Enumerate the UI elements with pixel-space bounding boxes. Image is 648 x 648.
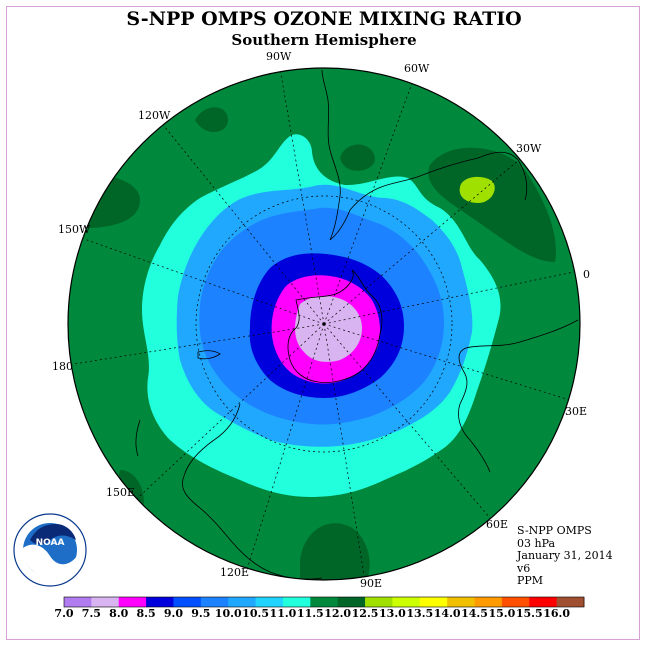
coast-australia	[182, 403, 323, 580]
colorbar-tick-label: 11.0	[269, 607, 297, 620]
patch-dark-atlantic	[428, 147, 556, 262]
lon-label-0: 0	[583, 268, 590, 281]
colorbar-tick-label: 14.5	[461, 607, 488, 620]
colorbar-tick-label: 13.5	[406, 607, 434, 620]
lon-label-90e: 90E	[360, 577, 383, 590]
lon-label-30e: 30E	[565, 405, 588, 418]
colorbar-labels: 7.0 7.5 8.0 8.5 9.0 9.5 10.0 10.5 11.0 11.5 12.0 12…	[0, 607, 648, 621]
lon-label-150e: 150E	[106, 486, 136, 499]
latitude-circle	[195, 195, 453, 453]
colorbar-tick-label: 8.5	[136, 607, 156, 620]
colorbar-tick-label: 13.0	[379, 607, 406, 620]
noaa-logo: NOAA	[13, 513, 87, 587]
svg-text:NOAA: NOAA	[36, 538, 65, 548]
map-title: S-NPP OMPS OZONE MIXING RATIO	[126, 8, 522, 30]
colorbar-tick-label: 15.0	[488, 607, 516, 620]
info-units: PPM	[517, 574, 544, 588]
lon-label-120e: 120E	[220, 566, 250, 579]
colorbar-tick-label: 9.0	[163, 607, 184, 620]
colorbar-tick-label: 9.5	[191, 607, 211, 620]
meridian-60e	[323, 323, 493, 522]
colorbar-tick-label: 11.5	[296, 607, 324, 620]
meridian-90w	[279, 69, 325, 325]
patch-maximum	[459, 176, 495, 203]
patch-dark-indian	[300, 523, 370, 580]
info-version: v6	[517, 561, 531, 575]
info-date: January 31, 2014	[517, 549, 613, 563]
lon-label-180: 180	[52, 360, 73, 373]
patch-dark-southamerica	[340, 144, 376, 171]
coast-africa	[458, 319, 579, 473]
colorbar-tick-label: 14.0	[433, 607, 461, 620]
lon-label-150w: 150W	[58, 223, 91, 236]
colorbar-tick-label: 10.5	[242, 607, 269, 620]
colorbar-tick-label: 7.5	[81, 607, 101, 620]
colorbar-tick-label: 15.5	[515, 607, 543, 620]
colorbar-tick-label: 16.0	[543, 607, 571, 620]
coast-south-america	[321, 69, 528, 241]
colorbar-tick-label: 7.0	[54, 607, 74, 620]
lon-label-90w: 90W	[266, 50, 292, 63]
figure-frame	[6, 6, 640, 640]
map-subtitle: Southern Hemisphere	[231, 31, 417, 49]
colorbar-tick-label: 10.0	[214, 607, 242, 620]
meridian-150w	[77, 236, 325, 325]
info-level: 03 hPa	[517, 536, 556, 550]
lon-label-60w: 60W	[404, 62, 430, 75]
colorbar-tick-label: 12.0	[324, 607, 352, 620]
colorbar-tick-label: 12.5	[351, 607, 379, 620]
info-block: S-NPP OMPS 03 hPa January 31, 2014 v6 PP…	[517, 524, 613, 588]
lon-label-30w: 30W	[516, 142, 542, 155]
colorbar-tick-label: 8.0	[109, 607, 129, 620]
meridian-90e	[323, 323, 365, 580]
coast-antarctica	[287, 269, 383, 383]
lon-label-120w: 120W	[138, 109, 171, 122]
lon-label-60e: 60E	[486, 518, 509, 531]
patch-dark-topleft	[195, 107, 228, 133]
info-instrument: S-NPP OMPS	[517, 524, 592, 537]
map-border	[67, 67, 581, 581]
coast-new-zealand	[135, 350, 221, 457]
